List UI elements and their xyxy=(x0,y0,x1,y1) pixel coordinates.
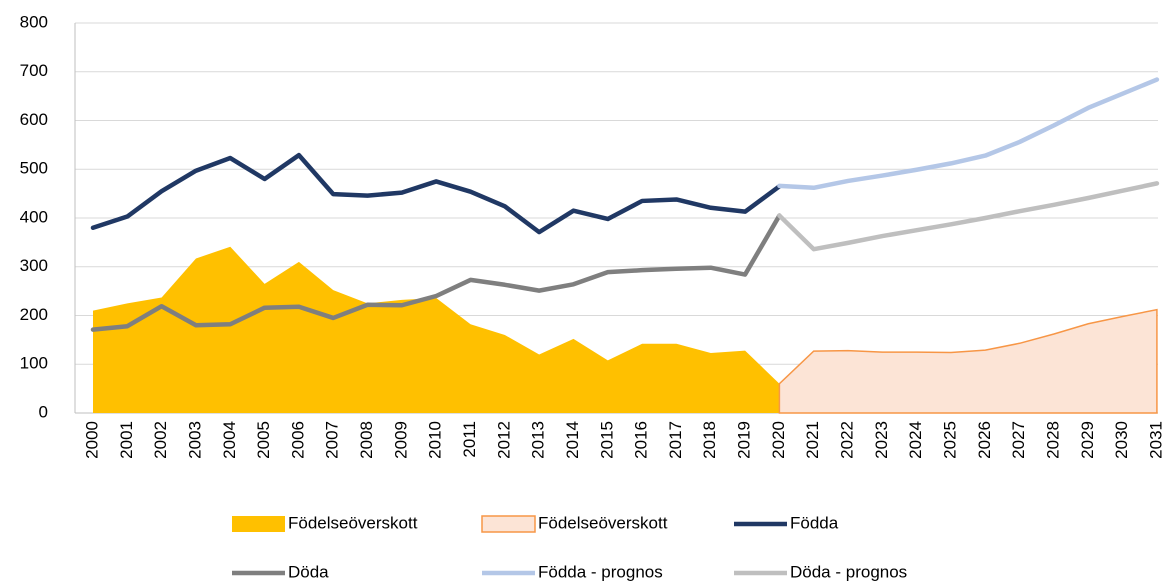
x-tick-label: 2007 xyxy=(323,421,342,459)
line xyxy=(777,77,1160,191)
area xyxy=(93,246,780,413)
lines xyxy=(90,77,1160,332)
y-tick-label: 400 xyxy=(20,207,48,226)
x-tick-label: 2022 xyxy=(838,421,857,459)
legend-swatch xyxy=(481,515,536,533)
x-tick-label: 2014 xyxy=(563,421,582,459)
x-tick-label: 2004 xyxy=(220,421,239,459)
y-tick-label: 700 xyxy=(20,61,48,80)
line xyxy=(90,213,782,332)
x-tick-label: 2025 xyxy=(940,421,959,459)
labels: 0 100 200 300 400 500 600 700 800 2000 2001 2002 200… xyxy=(20,12,1166,458)
x-tick-label: 2002 xyxy=(151,421,170,459)
x-tick-label: 2029 xyxy=(1078,421,1097,459)
y-tick-label: 100 xyxy=(20,354,48,373)
legend-label: Döda - prognos xyxy=(790,562,907,581)
y-tick-label: 800 xyxy=(20,12,48,31)
x-tick-label: 2005 xyxy=(254,421,273,459)
y-tick-label: 500 xyxy=(20,159,48,178)
x-tick-label: 2019 xyxy=(735,421,754,459)
x-tick-label: 2028 xyxy=(1043,421,1062,459)
line xyxy=(90,152,782,235)
x-tick-label: 2021 xyxy=(803,421,822,459)
x-tick-label: 2000 xyxy=(82,421,101,459)
x-tick-label: 2030 xyxy=(1112,421,1131,459)
x-tick-label: 2018 xyxy=(700,421,719,459)
x-tick-label: 2017 xyxy=(666,421,685,459)
areas xyxy=(93,246,1158,414)
legend-label: Födelseöverskott xyxy=(288,513,418,532)
x-tick-label: 2012 xyxy=(494,421,513,459)
area xyxy=(778,308,1158,414)
legend-label: Födelseöverskott xyxy=(538,513,668,532)
x-tick-label: 2006 xyxy=(288,421,307,459)
x-tick-label: 2003 xyxy=(185,421,204,459)
x-tick-label: 2016 xyxy=(632,421,651,459)
x-tick-label: 2009 xyxy=(391,421,410,459)
y-tick-label: 0 xyxy=(39,402,48,421)
x-tick-label: 2008 xyxy=(357,421,376,459)
x-tick-label: 2024 xyxy=(906,421,925,459)
legend: Födelseöverskott Födelseöverskott Födda Död… xyxy=(232,513,907,581)
x-tick-label: 2027 xyxy=(1009,421,1028,459)
x-tick-label: 2026 xyxy=(975,421,994,459)
x-tick-label: 2020 xyxy=(769,421,788,459)
y-tick-label: 200 xyxy=(20,305,48,324)
x-tick-label: 2011 xyxy=(460,421,479,458)
legend-label: Döda xyxy=(288,562,329,581)
x-tick-label: 2031 xyxy=(1146,421,1165,459)
y-tick-label: 600 xyxy=(20,110,48,129)
legend-label: Födda - prognos xyxy=(538,562,663,581)
y-tick-label: 300 xyxy=(20,256,48,275)
x-tick-label: 2010 xyxy=(426,421,445,459)
x-tick-label: 2015 xyxy=(597,421,616,459)
legend-swatch xyxy=(232,516,285,532)
x-tick-label: 2013 xyxy=(529,421,548,459)
x-tick-label: 2001 xyxy=(117,421,136,459)
line xyxy=(777,181,1160,252)
x-tick-label: 2023 xyxy=(872,421,891,459)
legend-label: Födda xyxy=(790,513,839,532)
